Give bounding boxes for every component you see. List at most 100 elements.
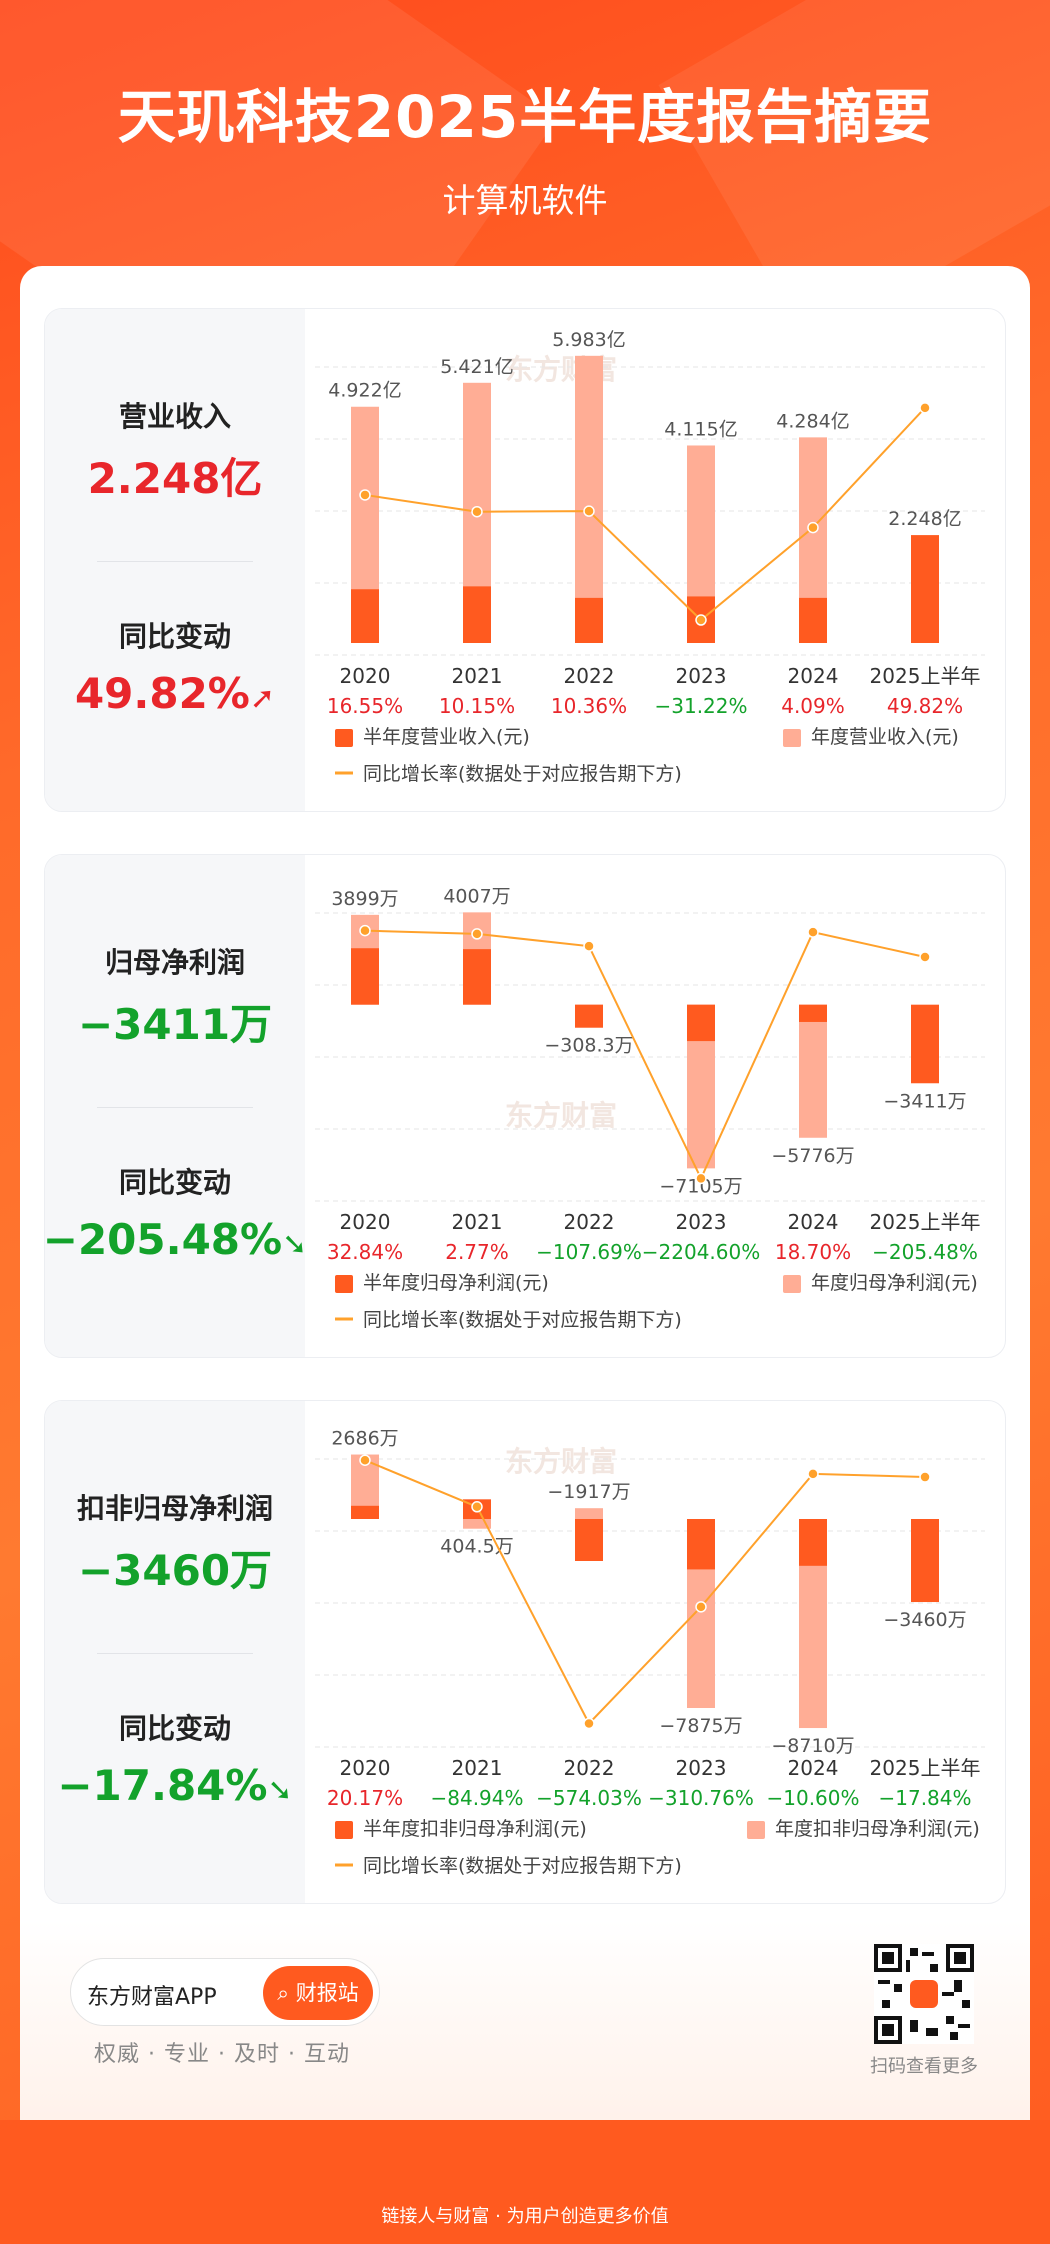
category-label: 2025上半年 — [870, 1756, 981, 1780]
page-header: 天玑科技2025半年度报告摘要 计算机软件 — [0, 70, 1050, 222]
growth-point — [919, 402, 931, 414]
growth-label: 4.09% — [781, 694, 845, 718]
kpi-label: 营业收入 — [118, 400, 231, 433]
growth-label: 10.36% — [551, 694, 627, 718]
category-label: 2021 — [452, 1210, 503, 1234]
arrow-down-icon: ➘ — [282, 1227, 308, 1262]
half-year-bar — [351, 589, 379, 643]
half-year-bar — [911, 1004, 939, 1084]
legend-label-half: 半年度归母净利润(元) — [363, 1272, 549, 1294]
legend-swatch-annual — [783, 729, 801, 747]
growth-label: 32.84% — [327, 1240, 403, 1264]
category-label: 2022 — [564, 1756, 615, 1780]
growth-label: 16.55% — [327, 694, 403, 718]
change-value-text: 49.82% — [74, 669, 250, 718]
watermark: 东方财富 — [505, 1099, 617, 1132]
growth-label: −107.69% — [536, 1240, 642, 1264]
growth-line — [364, 929, 926, 1181]
kpi-divider — [97, 1107, 253, 1108]
category-label: 2020 — [340, 1756, 391, 1780]
value-label: 3899万 — [331, 888, 398, 910]
growth-label: 49.82% — [887, 694, 963, 718]
legend-label-half: 半年度扣非归母净利润(元) — [363, 1818, 587, 1840]
legend-label-annual: 年度扣非归母净利润(元) — [775, 1818, 980, 1840]
half-year-bar — [351, 1505, 379, 1519]
legend-label-line: 同比增长率(数据处于对应报告期下方) — [363, 1309, 682, 1331]
value-label: −3411万 — [883, 1090, 966, 1112]
kpi-label: 归母净利润 — [104, 946, 245, 979]
category-label: 2022 — [564, 664, 615, 688]
category-label: 2024 — [788, 1210, 839, 1234]
value-label: 4.115亿 — [664, 418, 737, 440]
legend-swatch-half — [335, 1275, 353, 1293]
legend-label-annual: 年度营业收入(元) — [811, 726, 959, 748]
growth-line — [364, 407, 926, 622]
half-year-bar — [911, 1519, 939, 1603]
growth-label: 18.70% — [775, 1240, 851, 1264]
growth-line — [364, 1459, 926, 1726]
category-label: 2025上半年 — [870, 664, 981, 688]
change-label: 同比变动 — [118, 1166, 231, 1199]
net-profit-card: 归母净利润 −3411万 同比变动 −205.48%➘ 东方财富 3899万 202… — [44, 854, 1006, 1358]
growth-label: −205.48% — [872, 1240, 978, 1264]
legend-swatch-half — [335, 729, 353, 747]
legend-label-half: 半年度营业收入(元) — [363, 726, 530, 748]
category-label: 2024 — [788, 664, 839, 688]
growth-label: −84.94% — [430, 1786, 523, 1810]
kpi-column: 营业收入 2.248亿 同比变动 49.82%➚ — [45, 309, 305, 811]
kpi-value: 2.248亿 — [87, 454, 263, 503]
growth-point — [583, 940, 595, 952]
kpi-divider — [97, 561, 253, 562]
growth-point — [807, 1468, 819, 1480]
value-label: −3460万 — [883, 1609, 966, 1631]
annual-bar — [575, 1508, 603, 1519]
growth-label: 10.15% — [439, 694, 515, 718]
growth-point — [359, 924, 371, 937]
half-year-bar — [687, 1519, 715, 1570]
app-download-pill[interactable]: 东方财富APP ⌕ 财报站 — [70, 1958, 380, 2026]
growth-point — [471, 505, 483, 518]
category-label: 2021 — [452, 664, 503, 688]
kpi-value: −3411万 — [77, 1000, 273, 1049]
qr-caption: 扫码查看更多 — [870, 2056, 978, 2077]
legend-swatch-half — [335, 1821, 353, 1839]
industry-subtitle: 计算机软件 — [442, 181, 608, 220]
change-value-text: −17.84% — [57, 1761, 268, 1810]
value-label: −5776万 — [771, 1145, 854, 1167]
kpi-column: 归母净利润 −3411万 同比变动 −205.48%➘ — [45, 855, 308, 1357]
category-label: 2025上半年 — [870, 1210, 981, 1234]
category-label: 2023 — [676, 1210, 727, 1234]
growth-point — [695, 1172, 707, 1185]
growth-point — [807, 926, 819, 938]
growth-point — [583, 505, 595, 517]
deducted-profit-card: 扣非归母净利润 −3460万 同比变动 −17.84%➘ 东方财富 2686万 20… — [44, 1400, 1006, 1904]
search-icon: ⌕ — [277, 1981, 290, 2005]
change-value: −17.84%➘ — [45, 1761, 305, 1810]
value-label: 4007万 — [443, 885, 510, 907]
value-label: −8710万 — [771, 1735, 854, 1757]
change-label: 同比变动 — [118, 1712, 231, 1745]
growth-point — [919, 1471, 931, 1483]
report-station-button[interactable]: ⌕ 财报站 — [263, 1966, 373, 2020]
value-label: 5.983亿 — [552, 329, 625, 351]
half-year-bar — [687, 1004, 715, 1042]
legend-label-annual: 年度归母净利润(元) — [811, 1272, 978, 1294]
kpi-divider — [97, 1653, 253, 1654]
arrow-down-icon: ➘ — [267, 1773, 293, 1808]
report-station-label: 财报站 — [295, 1981, 359, 2005]
growth-label: −310.76% — [648, 1786, 754, 1810]
legend-label-line: 同比增长率(数据处于对应报告期下方) — [363, 1855, 682, 1877]
half-year-bar — [799, 1519, 827, 1566]
arrow-up-icon: ➚ — [249, 681, 276, 716]
growth-point — [359, 489, 371, 501]
growth-label: 20.17% — [327, 1786, 403, 1810]
half-year-bar — [911, 535, 939, 643]
footer-slogan: 链接人与财富 · 为用户创造更多价值 — [381, 2206, 669, 2227]
deducted-profit-chart: 东方财富2686万202020.17%404.5万2021−84.94%−191… — [315, 1428, 985, 1877]
half-year-bar — [575, 1004, 603, 1028]
growth-point — [695, 1601, 707, 1613]
qr-code[interactable] — [874, 1944, 974, 2044]
category-label: 2020 — [340, 664, 391, 688]
category-label: 2022 — [564, 1210, 615, 1234]
category-label: 2023 — [676, 664, 727, 688]
